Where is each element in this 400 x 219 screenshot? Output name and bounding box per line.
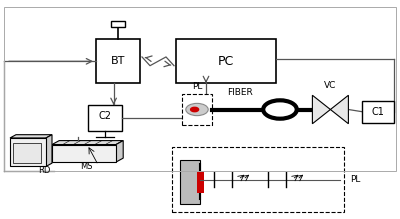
Bar — [180, 160, 200, 204]
Bar — [182, 94, 212, 125]
Circle shape — [186, 103, 208, 116]
Bar — [172, 147, 344, 212]
Text: PC: PC — [218, 55, 234, 68]
Circle shape — [190, 107, 199, 112]
Polygon shape — [214, 173, 232, 186]
Text: PL: PL — [192, 82, 202, 91]
Circle shape — [263, 100, 297, 119]
Text: RD: RD — [38, 166, 50, 175]
Bar — [10, 138, 46, 166]
Bar — [176, 39, 276, 83]
Polygon shape — [52, 141, 123, 145]
Polygon shape — [268, 173, 286, 186]
Text: BT: BT — [111, 56, 125, 66]
Text: FIBER: FIBER — [227, 88, 253, 97]
Polygon shape — [116, 141, 123, 162]
Text: VC: VC — [324, 81, 336, 90]
Bar — [52, 145, 116, 162]
Bar — [96, 39, 140, 83]
Polygon shape — [312, 95, 330, 124]
Text: C2: C2 — [98, 111, 112, 121]
Bar — [88, 105, 122, 131]
Text: MS: MS — [80, 162, 92, 171]
Text: C1: C1 — [372, 107, 384, 117]
Polygon shape — [330, 95, 348, 124]
Bar — [362, 101, 394, 123]
Bar — [13, 143, 41, 163]
Bar — [4, 7, 396, 171]
Polygon shape — [46, 135, 52, 166]
Bar — [197, 171, 204, 193]
Bar — [111, 21, 125, 27]
Polygon shape — [10, 135, 52, 138]
Text: PL: PL — [350, 175, 360, 184]
